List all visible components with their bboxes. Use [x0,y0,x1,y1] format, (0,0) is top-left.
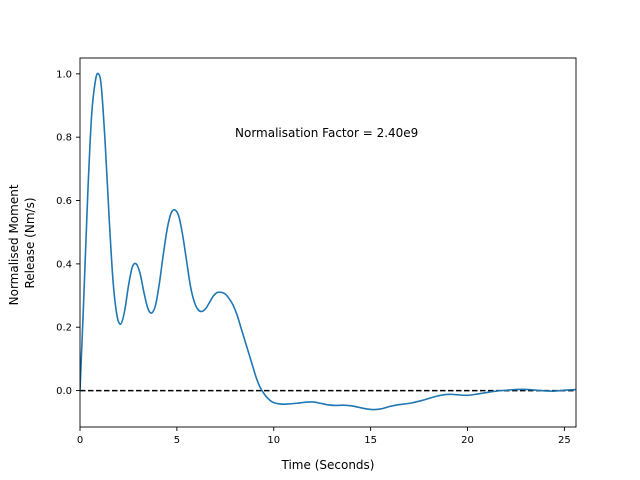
y-tick-label-4: 0.8 [56,133,72,144]
plot-area [80,72,576,411]
y-axis-label-line-1: Normalised Moment [7,184,21,305]
y-axis-label-line-2: Release (Nm/s) [23,197,37,288]
y-tick-label-2: 0.4 [56,259,72,270]
x-axis-label: Time (Seconds) [281,458,375,472]
y-tick-label-0: 0.0 [56,386,72,397]
x-tick-label-0: 0 [77,435,83,446]
y-axis-label: Normalised Moment Release (Nm/s) [7,181,37,306]
axes: 0 5 10 15 20 25 0.0 0.2 0.4 0.6 0.8 1.0 [56,57,577,446]
plot-frame [79,57,577,428]
normalisation-factor-annotation: Normalisation Factor = 2.40e9 [235,126,418,140]
x-tick-label-5: 25 [558,435,571,446]
y-tick-label-3: 0.6 [56,196,72,207]
x-tick-label-3: 15 [364,435,377,446]
x-tick-label-2: 10 [267,435,280,446]
y-tick-label-1: 0.2 [56,323,72,334]
y-tick-label-5: 1.0 [56,69,72,80]
x-tick-label-4: 20 [461,435,474,446]
x-tick-label-1: 5 [174,435,180,446]
series-line-0 [80,72,576,411]
